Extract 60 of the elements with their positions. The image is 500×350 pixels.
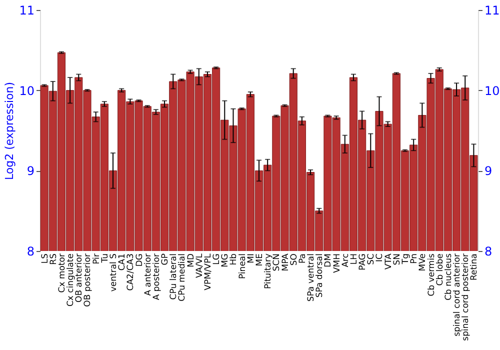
x-tick-label: SN [392,254,402,266]
x-tick-label: RS [48,254,59,265]
y2-tick-label: 11 [484,4,500,18]
x-tick-label: DM [324,254,334,268]
x-tick-label: MD [186,253,196,268]
x-tick-label: OB anterior [74,253,85,302]
x-tick-label: DG [134,254,145,267]
x-tick-label: Pa [298,254,308,264]
x-tick-label: Arc [340,253,351,268]
y-tick-label: 10 [19,84,34,98]
x-tick-label: SC [366,253,377,265]
y-tick-label: 11 [19,4,34,18]
x-tick-label: Hb [229,254,240,266]
x-tick-label: Tu [100,254,110,264]
x-tick-label: Pituitary [264,254,274,289]
x-tick-label: MG [220,254,231,268]
x-tick-label: PAG [358,254,368,270]
x-tick-label: SO [289,253,300,266]
x-tick-label: Cb nucleus [444,252,454,300]
x-tick-label: CPu lateral [169,254,180,300]
x-tick-label: Tg [401,254,411,266]
y2-tick-label: 8 [484,244,492,258]
x-tick-label: A posterior [152,252,162,300]
x-tick-label: spinal cord anterior [452,253,463,336]
x-tick-label: OB posterior [83,253,94,307]
x-tick-label: Cb vermis [426,252,437,296]
x-tick-label: CA2/CA3 [126,254,136,291]
y2-tick-label: 9 [484,164,492,178]
x-tick-label: ME [255,254,265,266]
x-tick-label: CPu medial [178,254,188,302]
x-tick-label: VPM/VPL [203,253,214,290]
x-tick-label: CA1 [118,254,128,271]
x-tick-label: Retina [470,254,480,281]
x-tick-label: VA/VL [194,253,205,278]
x-tick-label: MVe [418,254,428,272]
x-tick-label: spinal cord posterior [461,253,472,341]
x-tick-label: LH [349,254,360,265]
x-tick-label: ventral S [109,254,119,292]
x-tick-label: Pn [410,254,420,264]
y-tick-label: 9 [26,164,34,178]
x-tick-label: SPa ventral [306,254,317,302]
x-tick-label: Pir [92,252,102,264]
x-tick-label: A anterior [143,253,154,296]
x-tick-label: VMH [332,254,342,274]
x-tick-label: SPa dorsal [315,254,326,298]
x-tick-label: LG [212,254,222,265]
x-tick-label: VTA [384,253,394,270]
x-tick-label: LS [40,254,50,264]
x-tick-label: MI [246,254,256,264]
y-tick-label: 8 [26,244,34,258]
x-tick-label: MPA [280,253,291,272]
x-tick-label: Cb lobe [435,254,446,286]
y-axis-title: Log2 (expression) [3,82,16,180]
x-tick-label: SCN [272,254,282,272]
x-tick-label: Cx motor [57,253,68,293]
x-tick-label: GP [160,254,171,266]
x-tick-label: Pineal [238,254,248,279]
y2-tick-label: 10 [484,84,500,98]
x-tick-label: Cx cingulate [66,254,76,307]
x-tick-label: IC [375,253,386,262]
